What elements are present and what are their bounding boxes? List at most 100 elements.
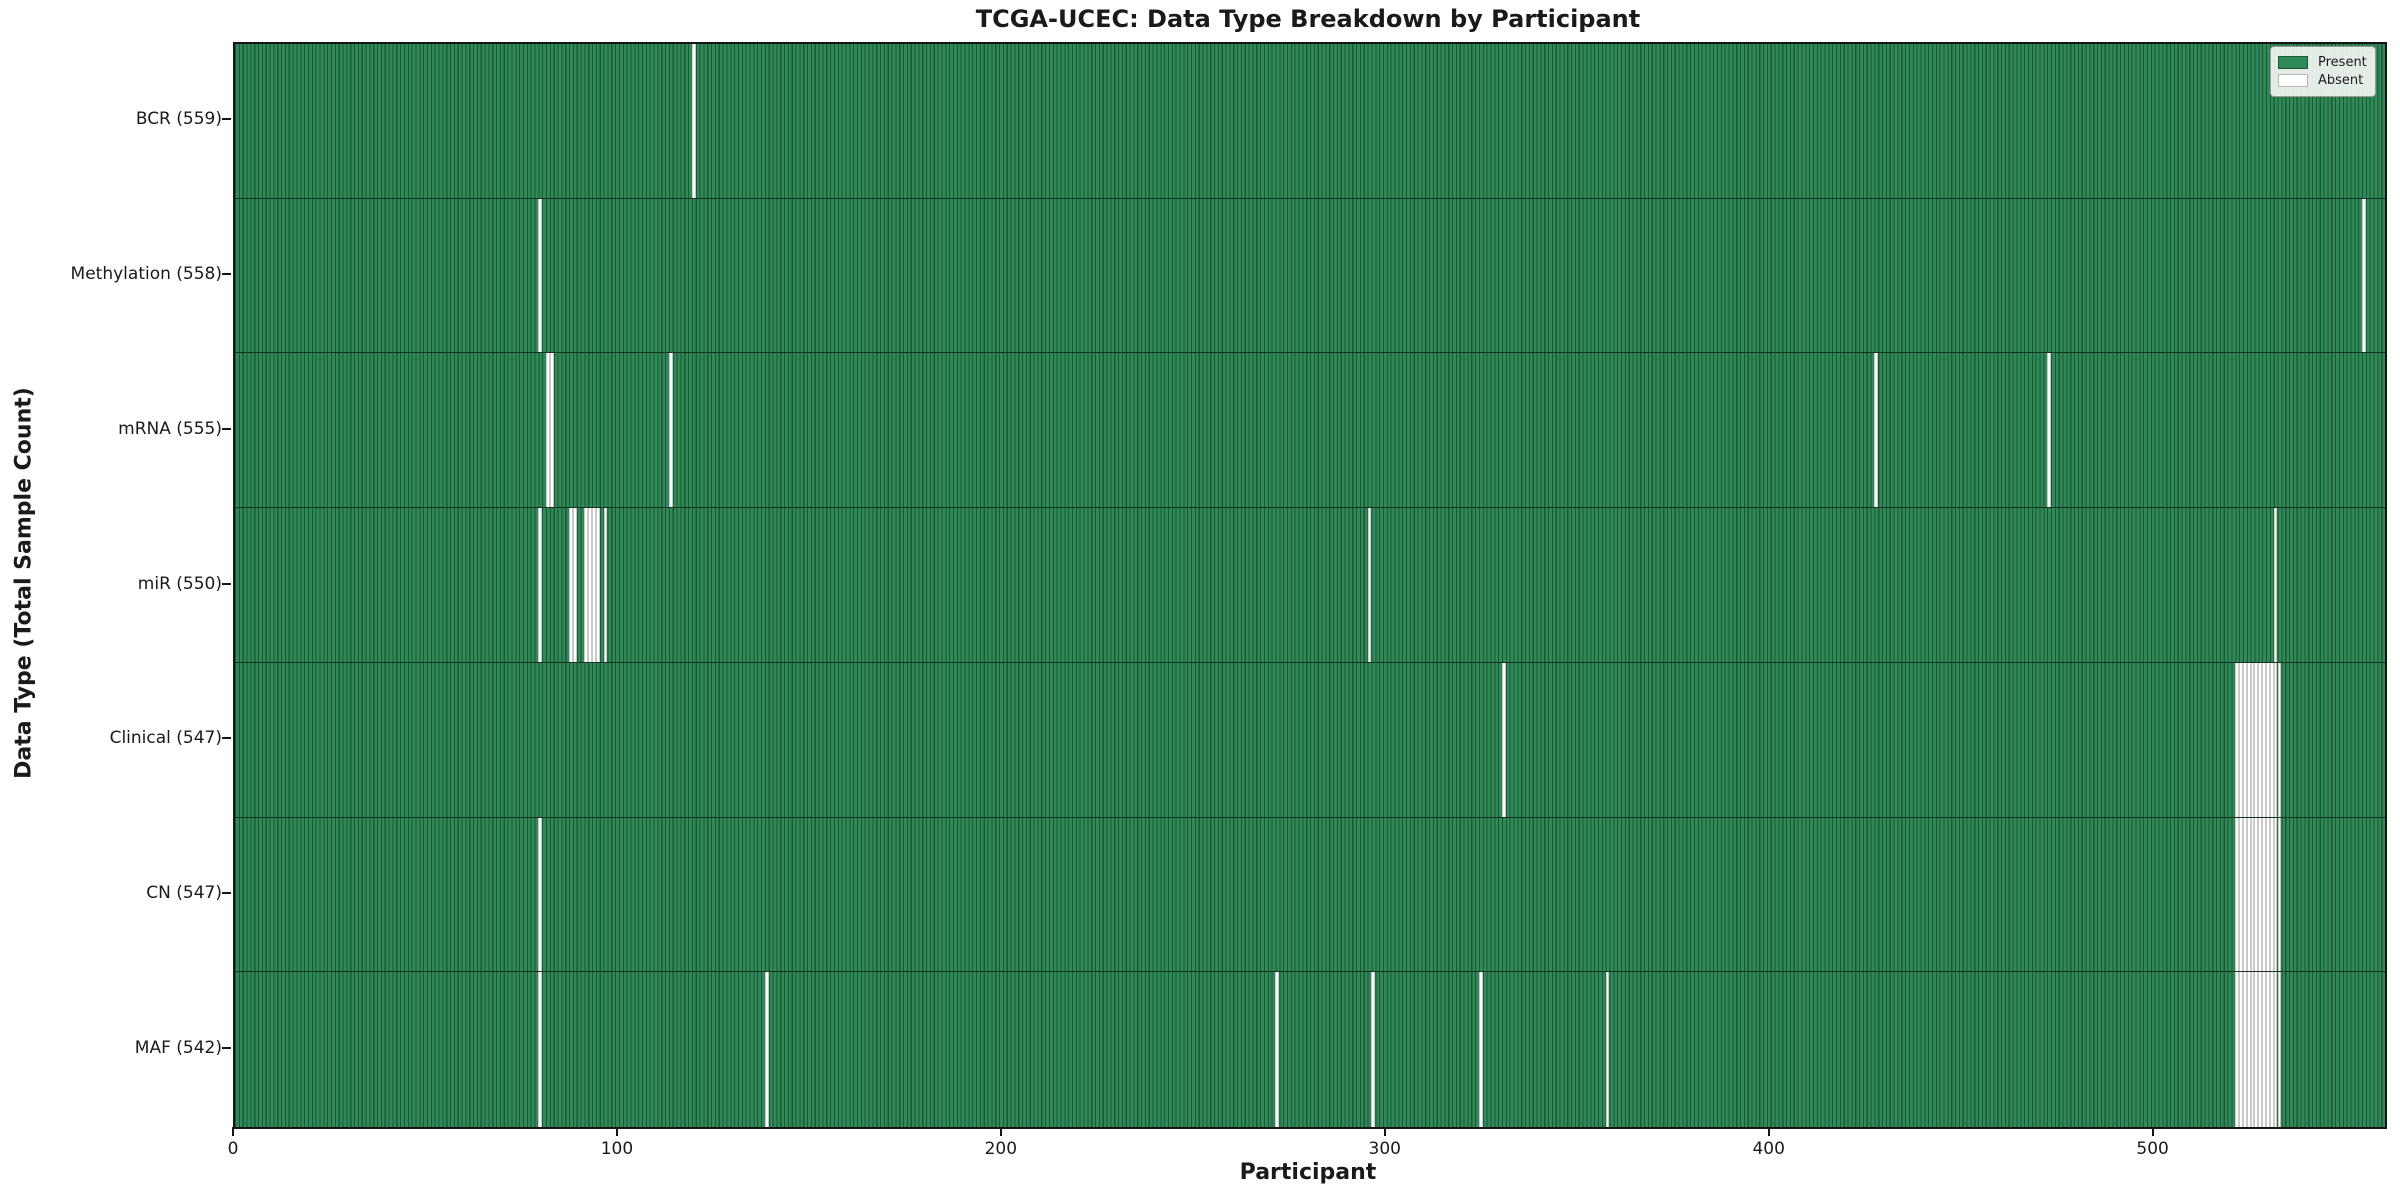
absent-mark [2277,662,2282,817]
x-tick-mark [232,1127,234,1136]
absent-mark [2246,817,2251,972]
absent-mark [588,508,593,662]
absent-mark [2235,972,2240,1127]
absent-mark [538,972,543,1127]
absent-mark [2258,817,2263,972]
x-tick-mark [2151,1127,2154,1136]
absent-mark [2273,817,2278,972]
absent-mark [2235,662,2240,817]
absent-mark [569,508,573,662]
absent-mark [2242,972,2247,1127]
absent-mark [691,44,696,198]
absent-mark [2254,972,2259,1127]
chart-title: TCGA-UCEC: Data Type Breakdown by Partic… [975,5,1641,33]
y-tick-mark [222,427,231,430]
absent-mark [2277,817,2282,972]
absent-mark [1605,972,1610,1127]
absent-mark [2246,662,2251,817]
absent-mark [1874,353,1879,508]
y-tick-mark [222,118,231,121]
absent-mark [584,508,589,662]
absent-mark [2239,972,2243,1127]
absent-mark [2273,508,2278,662]
absent-mark [2262,662,2266,817]
absent-mark [1367,508,1372,662]
absent-mark [549,353,554,508]
absent-mark [2269,817,2274,972]
absent-mark [2250,972,2255,1127]
absent-mark [2273,972,2278,1127]
absent-mark [1371,972,1376,1127]
legend-item-present: Present [2278,55,2368,70]
absent-mark [2250,662,2255,817]
absent-mark [2254,662,2259,817]
absent-mark [2246,972,2251,1127]
y-tick-label-cn: CN (547) [146,882,222,903]
row-mrna [235,353,2385,509]
row-clinical [235,662,2385,818]
row-methylation [235,198,2385,354]
row-bcr [235,44,2385,199]
y-tick-label-bcr: BCR (559) [135,109,222,130]
row-mir [235,508,2385,663]
absent-mark [1275,972,1280,1127]
absent-mark [2254,817,2259,972]
y-tick-mark [222,737,231,740]
absent-mark [764,972,769,1127]
absent-mark [2239,662,2243,817]
absent-mark [2265,972,2270,1127]
absent-mark [538,198,543,353]
absent-mark [2273,662,2278,817]
absent-mark [592,508,596,662]
plot-area [233,42,2387,1129]
present-swatch-icon [2278,56,2308,69]
y-tick-mark [222,273,231,276]
x-tick-label-400: 400 [1752,1139,1785,1159]
absent-mark [545,353,550,508]
absent-mark [2262,972,2266,1127]
x-tick-mark [999,1127,1002,1136]
absent-mark [668,353,673,508]
x-tick-label-200: 200 [984,1139,1018,1159]
x-tick-label-0: 0 [227,1139,239,1159]
absent-mark [595,508,600,662]
y-tick-label-mir: miR (550) [137,573,222,594]
y-tick-mark [222,582,231,585]
absent-swatch-icon [2278,74,2308,87]
row-maf [235,972,2385,1127]
absent-mark [2277,972,2282,1127]
absent-mark [2361,198,2366,353]
legend-absent-label: Absent [2318,73,2364,88]
y-tick-mark [222,1046,231,1049]
absent-mark [2250,817,2255,972]
x-tick-label-500: 500 [2136,1139,2169,1159]
absent-mark [2258,972,2263,1127]
absent-mark [603,508,608,662]
absent-mark [2269,972,2274,1127]
absent-mark [538,817,543,972]
x-tick-mark [1383,1127,1386,1136]
x-tick-mark [1767,1127,1770,1136]
x-axis-label: Participant [1239,1160,1377,1185]
legend: Present Absent [2270,46,2376,97]
absent-mark [2262,817,2266,972]
x-tick-label-100: 100 [600,1139,634,1159]
y-tick-label-mrna: mRNA (555) [118,418,222,439]
x-tick-mark [615,1127,618,1136]
row-cn [235,817,2385,973]
y-tick-label-methylation: Methylation (558) [70,264,222,285]
legend-present-label: Present [2318,55,2367,70]
absent-mark [2269,662,2274,817]
absent-mark [538,508,543,662]
y-tick-mark [222,891,231,894]
absent-mark [2242,817,2247,972]
absent-mark [2258,662,2263,817]
absent-mark [2242,662,2247,817]
absent-mark [2047,353,2051,508]
absent-mark [2265,817,2270,972]
y-tick-label-maf: MAF (542) [134,1037,222,1058]
absent-mark [2235,817,2240,972]
y-tick-label-clinical: Clinical (547) [109,728,222,749]
absent-mark [1478,972,1483,1127]
